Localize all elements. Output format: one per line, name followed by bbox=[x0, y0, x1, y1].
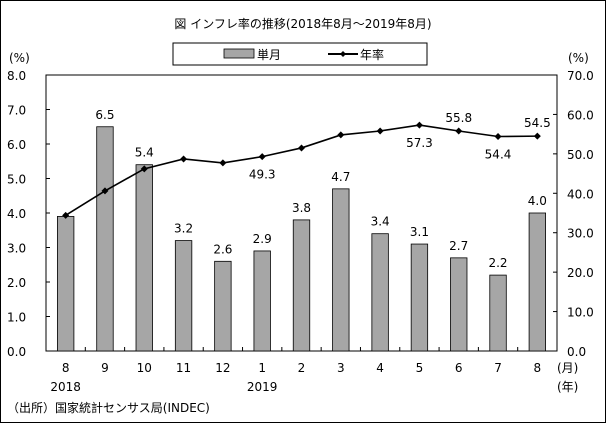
line-point bbox=[376, 127, 384, 135]
bar-label: 2.2 bbox=[488, 256, 507, 270]
right-tick-label: 0.0 bbox=[567, 345, 586, 359]
left-tick-label: 4.0 bbox=[7, 207, 26, 221]
bar-label: 3.8 bbox=[292, 201, 311, 215]
bar-2 bbox=[292, 219, 311, 352]
bar-12 bbox=[214, 260, 232, 352]
x-tick-label: 12 bbox=[215, 361, 230, 375]
left-tick-label: 5.0 bbox=[7, 173, 26, 187]
line-point bbox=[101, 187, 109, 195]
year-label: 2018 bbox=[50, 380, 81, 394]
left-axis-unit: (%) bbox=[9, 51, 30, 65]
legend: 単月 年率 bbox=[172, 42, 428, 66]
right-tick-label: 50.0 bbox=[567, 148, 594, 162]
line-point bbox=[298, 144, 305, 152]
line-point bbox=[533, 132, 541, 140]
bar-label: 6.5 bbox=[95, 108, 114, 122]
bar-8 bbox=[528, 212, 547, 352]
right-axis-unit: (%) bbox=[568, 51, 589, 65]
bar-11 bbox=[174, 240, 193, 352]
x-tick-label: 6 bbox=[455, 361, 463, 375]
line-point bbox=[219, 159, 227, 167]
bar-3 bbox=[332, 188, 350, 352]
bar-7 bbox=[489, 274, 507, 352]
bar-10 bbox=[135, 164, 153, 352]
bar-1 bbox=[253, 250, 271, 352]
bar-label: 4.0 bbox=[528, 194, 547, 208]
line-label: 57.3 bbox=[406, 136, 433, 150]
line-point bbox=[140, 165, 148, 173]
line-point bbox=[455, 127, 463, 135]
bar-label: 3.1 bbox=[410, 225, 429, 239]
bar-9 bbox=[96, 126, 114, 352]
bar-label: 3.4 bbox=[371, 215, 390, 229]
left-tick-label: 3.0 bbox=[7, 242, 26, 256]
x-unit-month: (月) bbox=[557, 361, 578, 375]
bar-label: 4.7 bbox=[331, 170, 350, 184]
line-label: 54.4 bbox=[485, 148, 512, 162]
x-tick-label: 7 bbox=[494, 361, 502, 375]
line-point bbox=[415, 121, 423, 129]
left-tick-label: 0.0 bbox=[7, 345, 26, 359]
line-point bbox=[62, 211, 70, 219]
right-tick-label: 20.0 bbox=[567, 266, 594, 280]
left-tick-label: 2.0 bbox=[7, 276, 26, 290]
x-tick-label: 8 bbox=[534, 361, 542, 375]
bar-label: 3.2 bbox=[174, 222, 193, 236]
line-label: 54.5 bbox=[524, 116, 551, 130]
x-tick-label: 4 bbox=[376, 361, 384, 375]
x-unit-year: (年) bbox=[557, 380, 578, 394]
legend-label-line: 年率 bbox=[360, 47, 384, 62]
legend-label-bar: 単月 bbox=[257, 48, 281, 62]
line-point bbox=[180, 155, 188, 163]
bar-label: 2.9 bbox=[253, 232, 272, 246]
x-tick-label: 9 bbox=[101, 361, 109, 375]
bar-label: 2.7 bbox=[449, 239, 468, 253]
left-tick-label: 6.0 bbox=[7, 138, 26, 152]
x-tick-label: 2 bbox=[298, 361, 306, 375]
right-tick-label: 60.0 bbox=[567, 108, 594, 122]
bar-6 bbox=[450, 257, 468, 352]
line-point bbox=[258, 153, 266, 161]
right-tick-label: 10.0 bbox=[567, 306, 594, 320]
x-tick-label: 8 bbox=[62, 361, 70, 375]
left-tick-label: 8.0 bbox=[7, 69, 26, 83]
source-note: （出所）国家統計センサス局(INDEC) bbox=[7, 400, 210, 415]
x-tick-label: 10 bbox=[137, 361, 152, 375]
right-tick-label: 30.0 bbox=[567, 227, 594, 241]
line-label: 55.8 bbox=[445, 111, 472, 125]
bar-label: 2.6 bbox=[213, 242, 232, 256]
bar-8 bbox=[56, 216, 75, 352]
chart-title: 図 インフレ率の推移(2018年8月～2019年8月) bbox=[174, 16, 431, 31]
bar-label: 5.4 bbox=[135, 146, 154, 160]
line-point bbox=[337, 131, 345, 139]
left-tick-label: 1.0 bbox=[7, 311, 26, 325]
right-tick-label: 70.0 bbox=[567, 69, 594, 83]
right-tick-label: 40.0 bbox=[567, 187, 594, 201]
bar-5 bbox=[410, 243, 429, 352]
line-point bbox=[494, 133, 502, 141]
line-label: 49.3 bbox=[249, 168, 276, 182]
x-tick-label: 1 bbox=[258, 361, 266, 375]
x-tick-label: 3 bbox=[337, 361, 345, 375]
year-label: 2019 bbox=[247, 380, 278, 394]
left-tick-label: 7.0 bbox=[7, 104, 26, 118]
x-tick-label: 5 bbox=[416, 361, 424, 375]
x-tick-label: 11 bbox=[176, 361, 191, 375]
bar-4 bbox=[371, 233, 389, 352]
legend-swatch-bar bbox=[223, 48, 255, 59]
